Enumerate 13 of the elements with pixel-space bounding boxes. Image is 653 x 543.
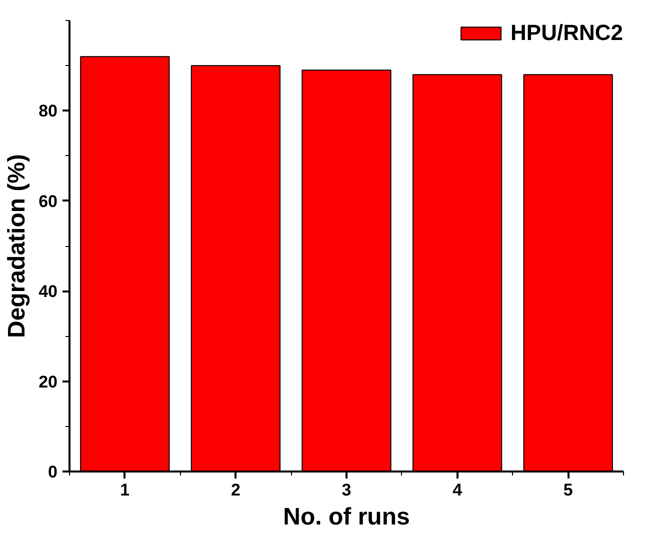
y-tick-label: 20 (38, 372, 58, 392)
x-tick-label: 3 (342, 480, 352, 500)
y-tick-label: 80 (38, 102, 58, 121)
y-tick-label: 0 (48, 462, 58, 482)
y-tick-label: 40 (38, 282, 58, 302)
x-axis-title: No. of runs (283, 504, 410, 530)
legend-label: HPU/RNC2 (510, 20, 623, 46)
x-tick-label: 2 (230, 480, 240, 500)
x-tick-label: 4 (452, 480, 463, 500)
y-axis-title: Degradation (%) (4, 154, 31, 338)
y-tick-label: 60 (38, 192, 58, 211)
x-tick-label: 5 (563, 480, 573, 500)
x-tick-label: 1 (120, 480, 130, 500)
